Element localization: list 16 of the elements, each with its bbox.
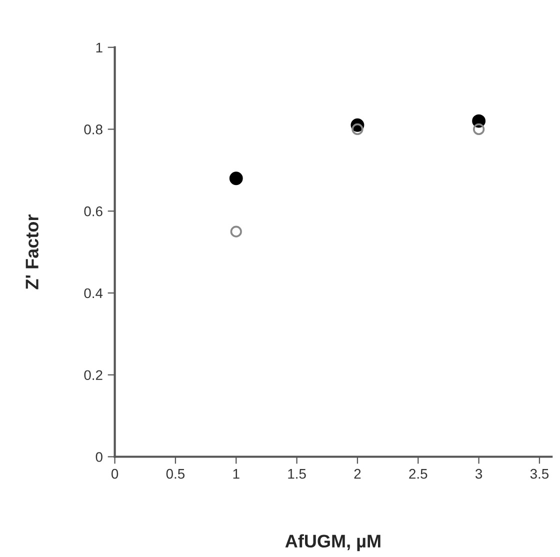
x-tick-label: 0.5 xyxy=(166,468,185,479)
y-tick-label: 0 xyxy=(96,452,102,462)
x-axis-title: AfUGM, µM xyxy=(285,534,380,552)
y-axis-title: Z' Factor xyxy=(26,214,38,290)
x-tick-label: 0 xyxy=(111,468,118,479)
x-tick-label: 3.5 xyxy=(530,468,549,479)
y-tick-label: 0.2 xyxy=(84,370,102,380)
x-tick-label: 2 xyxy=(354,468,361,479)
x-tick-label: 1 xyxy=(233,469,240,479)
y-tick-label: 0.6 xyxy=(84,206,102,216)
y-tick-label: 0.8 xyxy=(84,124,102,134)
x-tick-label: 1.5 xyxy=(288,469,306,479)
x-tick-label: 2.5 xyxy=(409,468,428,479)
y-tick-label: 0.4 xyxy=(84,288,103,298)
x-tick-label: 3 xyxy=(475,468,482,479)
y-tick-label: 1 xyxy=(96,42,102,52)
